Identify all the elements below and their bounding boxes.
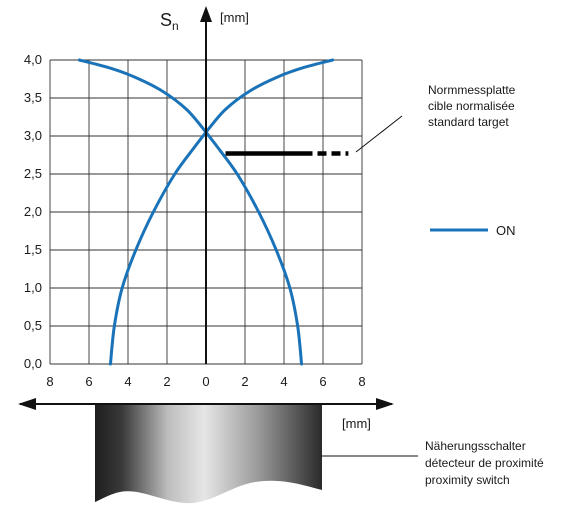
- x-axis-arrow-right: [376, 398, 394, 410]
- y-axis-arrowhead: [200, 6, 212, 22]
- y-tick-label-0: 0,0: [24, 356, 42, 371]
- switch-body: [95, 404, 322, 504]
- x-tick-label-6: 4: [280, 374, 287, 389]
- series-layer: [77, 58, 349, 366]
- target-label-en: standard target: [428, 115, 509, 129]
- series-on-curve-1: [204, 130, 304, 366]
- y-tick-label-6: 3,0: [24, 128, 42, 143]
- x-tick-label-4: 0: [202, 374, 209, 389]
- y-tick-label-4: 2,0: [24, 204, 42, 219]
- x-tick-label-2: 4: [124, 374, 131, 389]
- y-axis-title: Sn: [160, 10, 179, 33]
- x-tick-label-7: 6: [319, 374, 326, 389]
- y-tick-label-7: 3,5: [24, 90, 42, 105]
- legend: ON: [430, 223, 516, 238]
- y-tick-labels: 0,0 0,5 1,0 1,5 2,0 2,5 3,0 3,5 4,0: [24, 52, 42, 371]
- y-tick-label-1: 0,5: [24, 318, 42, 333]
- x-axis-unit: [mm]: [342, 416, 371, 431]
- y-axis-unit: [mm]: [220, 10, 249, 25]
- target-label-de: Normmessplatte: [428, 83, 516, 97]
- y-tick-label-3: 1,5: [24, 242, 42, 257]
- switch-annotation: Näherungsschalter détecteur de proximité…: [425, 439, 544, 487]
- x-tick-label-8: 8: [358, 374, 365, 389]
- proximity-switch-illustration: [95, 403, 418, 504]
- target-annotation: Normmessplatte cible normalisée standard…: [355, 83, 516, 153]
- x-axis-arrow-left: [18, 398, 36, 410]
- switch-label-de: Näherungsschalter: [425, 439, 526, 453]
- y-tick-label-8: 4,0: [24, 52, 42, 67]
- legend-label-on: ON: [496, 223, 516, 238]
- target-label-fr: cible normalisée: [428, 99, 515, 113]
- y-tick-label-2: 1,0: [24, 280, 42, 295]
- series-on-curve-2: [77, 58, 208, 134]
- axes: [200, 6, 212, 364]
- switch-label-en: proximity switch: [425, 473, 510, 487]
- x-tick-label-0: 8: [46, 374, 53, 389]
- x-tick-labels: 8 6 4 2 0 2 4 6 8: [46, 374, 365, 389]
- target-leader-line: [355, 115, 403, 153]
- y-tick-label-5: 2,5: [24, 166, 42, 181]
- series-on-curve-0: [108, 130, 208, 366]
- x-tick-label-1: 6: [85, 374, 92, 389]
- x-tick-label-5: 2: [241, 374, 248, 389]
- switch-label-fr: détecteur de proximité: [425, 456, 544, 470]
- x-tick-label-3: 2: [163, 374, 170, 389]
- series-on-curve-3: [204, 58, 335, 134]
